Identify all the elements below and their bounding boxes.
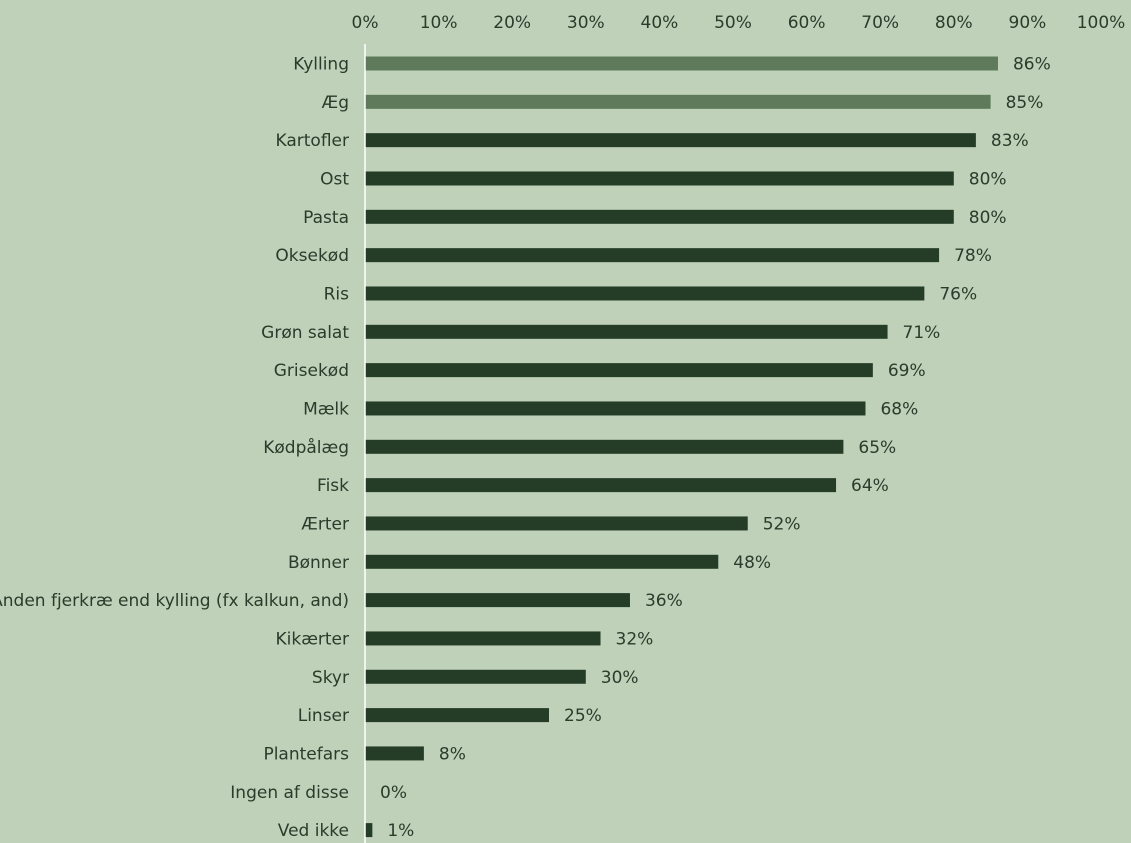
data-label: 71% xyxy=(903,323,941,343)
bar xyxy=(365,708,549,723)
data-label: 68% xyxy=(880,399,918,419)
category-label: Æg xyxy=(322,93,349,113)
category-label: Ved ikke xyxy=(278,821,349,841)
x-tick-label: 70% xyxy=(861,13,899,33)
bar xyxy=(365,56,998,71)
category-label: Bønner xyxy=(288,553,349,573)
category-label: Kikærter xyxy=(275,629,349,649)
bar xyxy=(365,554,719,569)
data-label: 65% xyxy=(858,438,896,458)
category-label: Ris xyxy=(324,284,350,304)
category-label: Skyr xyxy=(312,668,349,688)
bar xyxy=(365,363,873,378)
category-label: Kartofler xyxy=(276,131,349,151)
bar xyxy=(365,593,630,608)
data-labels: 86% 85% 83% 80% 80% 78% 76% 71% 69% 68% 65% 64% 52% 4… xyxy=(380,55,1051,842)
category-label: Pasta xyxy=(303,208,349,228)
data-label: 85% xyxy=(1006,93,1044,113)
data-label: 78% xyxy=(954,246,992,266)
bar xyxy=(365,324,888,339)
category-label: Anden fjerkræ end kylling (fx kalkun, an… xyxy=(0,591,349,611)
data-label: 1% xyxy=(387,821,414,841)
category-label: Ærter xyxy=(301,514,349,534)
bar xyxy=(365,209,954,224)
data-label: 8% xyxy=(439,744,466,764)
x-tick-label: 10% xyxy=(420,13,458,33)
category-label: Kylling xyxy=(293,55,349,75)
x-tick-label: 90% xyxy=(1009,13,1047,33)
data-label: 36% xyxy=(645,591,683,611)
category-label: Linser xyxy=(298,706,349,726)
x-tick-label: 40% xyxy=(641,13,679,33)
bar xyxy=(365,401,866,416)
data-label: 0% xyxy=(380,783,407,803)
category-label: Mælk xyxy=(303,399,349,419)
category-label: Grøn salat xyxy=(261,323,349,343)
category-label: Ost xyxy=(320,169,349,189)
data-label: 86% xyxy=(1013,55,1051,75)
category-label: Kødpålæg xyxy=(263,437,349,458)
bar xyxy=(365,248,940,263)
data-label: 30% xyxy=(601,668,639,688)
bars xyxy=(365,56,998,838)
x-tick-label: 80% xyxy=(935,13,973,33)
x-tick-label: 100% xyxy=(1077,13,1126,33)
x-tick-label: 60% xyxy=(788,13,826,33)
data-label: 32% xyxy=(616,629,654,649)
x-axis: 0% 10% 20% 30% 40% 50% 60% 70% 80% 90% 100% xyxy=(352,13,1126,33)
bar xyxy=(365,439,844,454)
bar xyxy=(365,286,925,301)
data-label: 80% xyxy=(969,169,1007,189)
bar xyxy=(365,631,601,646)
data-label: 64% xyxy=(851,476,889,496)
data-label: 69% xyxy=(888,361,926,381)
bar xyxy=(365,823,373,838)
data-label: 48% xyxy=(733,553,771,573)
data-label: 76% xyxy=(939,284,977,304)
bar xyxy=(365,133,976,148)
bar xyxy=(365,478,837,493)
y-axis-categories: Kylling Æg Kartofler Ost Pasta Oksekød Ris Grøn… xyxy=(0,55,349,842)
data-label: 52% xyxy=(763,514,801,534)
x-tick-label: 20% xyxy=(493,13,531,33)
data-label: 83% xyxy=(991,131,1029,151)
bar xyxy=(365,516,748,531)
category-label: Fisk xyxy=(317,476,349,496)
x-tick-label: 50% xyxy=(714,13,752,33)
category-label: Oksekød xyxy=(275,246,349,266)
data-label: 25% xyxy=(564,706,602,726)
bar xyxy=(365,669,586,684)
category-label: Ingen af disse xyxy=(230,783,349,803)
category-label: Plantefars xyxy=(263,744,349,764)
data-label: 80% xyxy=(969,208,1007,228)
category-label: Grisekød xyxy=(274,361,349,381)
bar xyxy=(365,746,424,761)
x-tick-label: 30% xyxy=(567,13,605,33)
x-tick-label: 0% xyxy=(352,13,379,33)
bar xyxy=(365,171,954,186)
bar xyxy=(365,94,991,109)
